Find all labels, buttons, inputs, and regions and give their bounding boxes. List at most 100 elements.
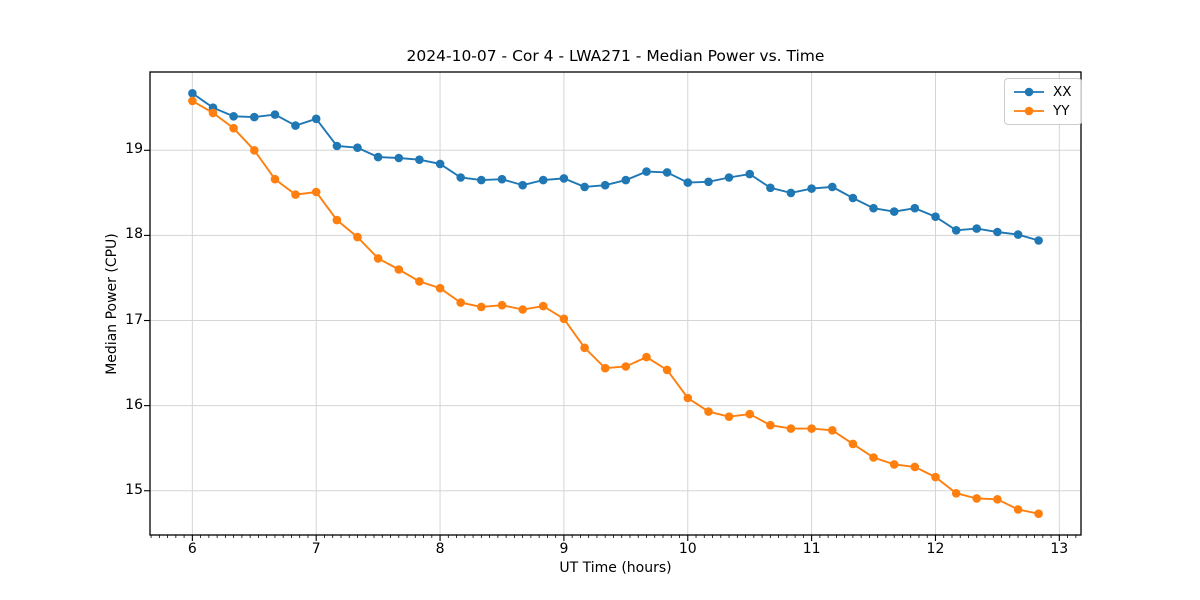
y-axis-label: Median Power (CPU) (104, 233, 120, 375)
data-point-yy (724, 412, 734, 422)
data-point-xx (848, 193, 858, 203)
data-point-xx (415, 155, 424, 164)
data-point-xx (477, 175, 486, 185)
series-line-yy (191, 100, 1039, 515)
data-point-xx (291, 121, 300, 130)
data-point-yy (642, 352, 651, 362)
data-point-xx (745, 169, 754, 179)
data-point-yy (993, 495, 1002, 504)
data-point-xx (889, 207, 899, 216)
data-point-yy (250, 146, 259, 155)
data-point-yy (683, 393, 693, 403)
data-point-yy (828, 426, 837, 435)
series-line-xx (191, 92, 1039, 242)
data-point-xx (724, 173, 734, 182)
data-point-xx (538, 175, 548, 185)
data-point-xx (518, 180, 527, 190)
data-point-xx (993, 227, 1002, 237)
data-point-xx (869, 203, 878, 213)
data-point-yy (931, 472, 940, 482)
data-point-yy (704, 407, 713, 416)
data-point-xx (580, 182, 589, 192)
legend-item-yy: YY (1012, 103, 1072, 119)
data-point-xx (311, 114, 321, 124)
data-point-yy (951, 489, 961, 498)
data-point-yy (662, 365, 672, 375)
data-point-yy (456, 298, 466, 307)
legend-item-xx: XX (1012, 84, 1072, 100)
plot-frame (149, 71, 1082, 536)
data-point-yy (600, 363, 610, 373)
data-point-yy (1013, 505, 1023, 514)
x-tick-label: 11 (802, 541, 821, 557)
data-point-yy (311, 187, 321, 197)
data-point-yy (745, 409, 754, 419)
data-point-xx (910, 203, 920, 213)
data-point-yy (807, 424, 816, 433)
data-point-xx (373, 152, 383, 162)
data-point-xx (807, 184, 816, 193)
data-point-xx (456, 173, 466, 182)
legend-line-marker-icon (1014, 87, 1044, 97)
data-point-xx (188, 89, 197, 98)
data-point-yy (848, 439, 858, 449)
data-point-yy (353, 232, 362, 242)
legend-label-xx: XX (1053, 84, 1072, 100)
data-point-xx (435, 159, 445, 169)
data-point-yy (373, 254, 383, 263)
data-point-xx (394, 153, 404, 163)
data-point-yy (580, 343, 589, 353)
data-point-yy (435, 283, 445, 293)
legend: XX YY (1004, 78, 1082, 125)
data-point-yy (786, 424, 796, 433)
data-point-yy (415, 277, 424, 286)
data-point-xx (828, 182, 837, 192)
data-point-xx (931, 212, 940, 221)
data-point-yy (869, 453, 878, 462)
data-point-xx (766, 183, 775, 193)
data-point-xx (353, 143, 362, 152)
legend-label-yy: YY (1053, 103, 1070, 119)
x-tick-label: 12 (926, 541, 945, 557)
data-point-xx (559, 174, 569, 183)
y-tick-label: 18 (125, 226, 143, 243)
x-tick-label: 6 (187, 541, 197, 557)
x-tick-label: 9 (559, 541, 569, 557)
data-point-xx (497, 174, 507, 184)
x-axis-label: UT Time (hours) (559, 560, 672, 576)
data-point-yy (229, 123, 238, 133)
data-point-yy (766, 420, 775, 430)
data-point-xx (786, 188, 796, 198)
y-tick-label: 15 (125, 481, 143, 498)
data-point-yy (188, 96, 197, 106)
data-point-xx (642, 167, 651, 176)
data-point-yy (910, 462, 920, 472)
data-point-xx (621, 175, 631, 185)
data-point-yy (394, 265, 404, 274)
data-point-yy (518, 305, 527, 314)
data-point-yy (1034, 509, 1043, 518)
x-tick-label: 7 (311, 541, 321, 557)
x-tick-label: 13 (1050, 541, 1069, 557)
data-point-yy (538, 301, 548, 311)
data-point-yy (972, 494, 981, 503)
data-point-xx (1034, 236, 1043, 245)
data-point-xx (1013, 230, 1023, 239)
data-point-xx (951, 226, 961, 235)
chart-title: 2024-10-07 - Cor 4 - LWA271 - Median Pow… (406, 47, 825, 65)
data-point-xx (683, 178, 693, 187)
y-tick-label: 16 (125, 396, 143, 413)
legend-line-marker-icon (1014, 106, 1044, 116)
data-point-yy (270, 174, 280, 184)
y-tick-label: 19 (125, 141, 143, 158)
x-tick-label: 10 (678, 541, 697, 557)
data-point-xx (229, 112, 238, 121)
data-point-yy (559, 314, 569, 324)
data-point-yy (332, 215, 342, 225)
data-point-yy (291, 190, 300, 199)
data-point-xx (600, 180, 610, 190)
data-point-yy (497, 300, 507, 310)
data-point-xx (704, 177, 713, 187)
